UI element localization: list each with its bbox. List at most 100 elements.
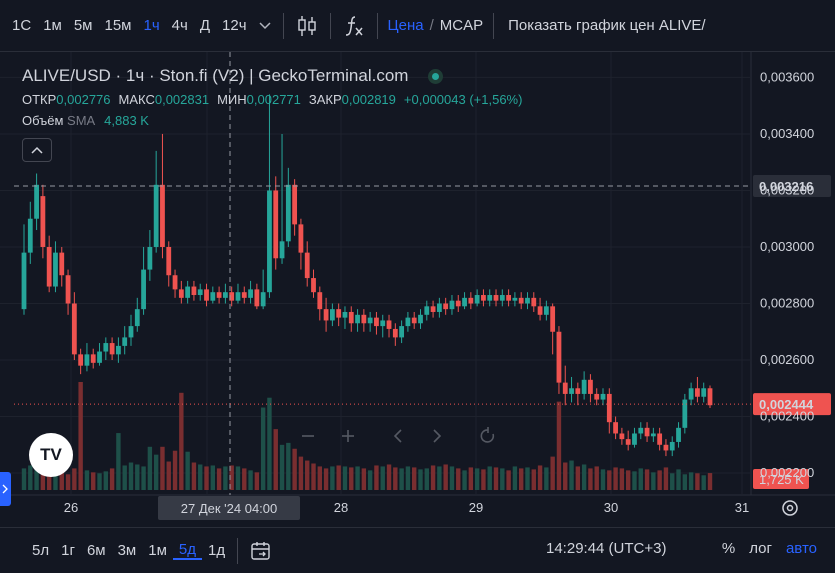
chevron-up-icon — [31, 146, 43, 154]
volume-bar — [78, 382, 83, 490]
tradingview-logo[interactable]: TV — [29, 433, 73, 477]
timeframe-1s[interactable]: 1С — [12, 17, 32, 34]
time-tick-label: 29 — [469, 500, 483, 515]
volume-bar — [670, 473, 675, 490]
left-panel-toggle[interactable] — [0, 472, 11, 506]
ohlc-row: ОТКР0,002776 МАКС0,002831 МИН0,002771 ЗАКР0… — [22, 92, 530, 107]
candle-body — [493, 295, 499, 301]
volume-bar — [298, 456, 304, 490]
range-1y[interactable]: 1г — [61, 542, 75, 559]
volume-bar — [216, 468, 222, 490]
candle-body — [248, 289, 253, 298]
volume-bar — [588, 468, 593, 490]
candle-body — [191, 286, 197, 296]
crosshair-time-label: 27 Дек '24 04:00 — [181, 501, 278, 516]
chevron-left-icon — [393, 429, 402, 443]
candle-body — [606, 393, 612, 423]
clock-timezone[interactable]: 14:29:44 (UTC+3) — [546, 540, 667, 557]
candle-body — [455, 300, 461, 307]
volume-bar — [21, 468, 27, 490]
range-1d[interactable]: 1д — [208, 542, 226, 559]
log-scale-button[interactable]: лог — [749, 540, 772, 557]
volume-bar — [638, 468, 643, 490]
candle-body — [594, 393, 600, 400]
low-value: 0,002771 — [246, 92, 301, 107]
chevron-down-icon[interactable] — [253, 19, 277, 33]
goto-date-icon[interactable] — [244, 536, 278, 566]
candle-body — [663, 444, 669, 451]
candles-icon[interactable] — [290, 11, 324, 41]
candle-body — [411, 317, 417, 324]
timeframe-1h[interactable]: 1ч — [143, 17, 160, 34]
candle-body — [153, 184, 159, 247]
candle-body — [197, 289, 203, 296]
volume-bar — [619, 468, 625, 490]
high-value: 0,002831 — [154, 92, 210, 107]
candle-body — [122, 337, 128, 346]
show-price-chart-button[interactable]: Показать график цен ALIVE/ — [508, 17, 706, 34]
timeframe-4h[interactable]: 4ч — [171, 17, 188, 34]
candle-body — [367, 317, 373, 324]
range-5d[interactable]: 5д — [172, 541, 203, 560]
volume-bar — [462, 470, 467, 490]
last-volume-label: 1,725 K — [759, 472, 804, 487]
candle-body — [588, 379, 593, 394]
range-5y[interactable]: 5л — [32, 542, 50, 559]
price-tick-label: 0,002800 — [760, 295, 814, 310]
candle-body — [311, 278, 316, 293]
candle-body — [474, 295, 480, 304]
candle-body — [103, 343, 109, 352]
volume-row: Объём SMA 4,883 K — [22, 113, 530, 128]
volume-value: 4,883 K — [104, 113, 149, 128]
candle-body — [147, 246, 153, 270]
timeframe-1m[interactable]: 1м — [43, 17, 62, 34]
volume-bar — [367, 470, 373, 490]
price-tick-label: 0,002600 — [760, 352, 814, 367]
open-key: ОТКР — [22, 92, 57, 107]
candle-body — [336, 309, 342, 318]
range-1m[interactable]: 1м — [148, 542, 167, 559]
volume-bar — [449, 466, 455, 490]
close-key: ЗАКР — [308, 92, 342, 107]
candle-body — [141, 269, 146, 310]
volume-bar — [330, 466, 335, 490]
candle-body — [40, 196, 46, 247]
price-toggle[interactable]: Цена — [387, 17, 424, 34]
price-tick-label: 0,002200 — [760, 465, 814, 480]
volume-bar — [254, 472, 260, 490]
price-tick-label: 0,003400 — [760, 126, 814, 141]
timeframe-15m[interactable]: 15м — [104, 17, 132, 34]
percent-scale-button[interactable]: % — [721, 540, 736, 557]
crosshair-price-label-bg — [753, 174, 831, 197]
range-3m[interactable]: 3м — [117, 542, 137, 559]
candle-body — [537, 306, 543, 315]
candle-body — [34, 184, 39, 219]
volume-bar — [688, 472, 694, 490]
timeframe-d[interactable]: Д — [199, 17, 211, 34]
candle-body — [317, 292, 323, 310]
volume-bar — [676, 469, 681, 490]
auto-scale-button[interactable]: авто — [785, 540, 817, 557]
indicators-fx-icon[interactable] — [337, 11, 371, 41]
candle-body — [128, 326, 134, 338]
range-6m[interactable]: 6м — [86, 542, 106, 559]
candle-body — [216, 292, 222, 298]
price-tick-label: 0,002400 — [760, 409, 814, 424]
candle-body — [449, 300, 455, 310]
candle-body — [53, 252, 58, 287]
chart-overlays: 0,003216 27 Дек '24 04:00 0,002444 1,725 K — [14, 52, 831, 520]
settings-gear-icon[interactable] — [782, 500, 798, 516]
mcap-toggle[interactable]: MCAP — [439, 17, 484, 34]
candle-body — [254, 289, 260, 307]
volume-bar — [563, 462, 568, 490]
toolbar-divider — [329, 12, 331, 39]
volume-bar — [493, 467, 499, 490]
open-value: 0,002776 — [56, 92, 111, 107]
volume-bar — [575, 466, 581, 490]
timeframe-5m[interactable]: 5м — [73, 17, 93, 34]
time-tick-label: 30 — [604, 500, 618, 515]
timeframe-12h[interactable]: 12ч — [222, 17, 247, 34]
candle-body — [90, 354, 96, 363]
collapse-legend-button[interactable] — [22, 138, 52, 162]
